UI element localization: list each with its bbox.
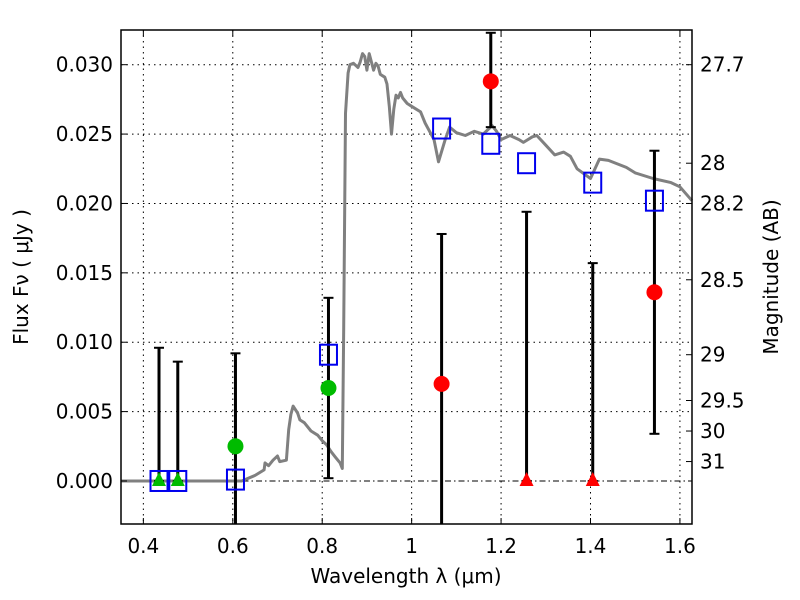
model-point-square <box>481 132 501 155</box>
optical-detections-point <box>320 380 337 397</box>
right-tick-label: 27.7 <box>700 53 745 77</box>
y-tick-label: 0.015 <box>56 261 113 285</box>
optical-detections-point <box>227 438 244 455</box>
nir-detections-point <box>433 375 450 392</box>
ticks-layer <box>121 30 692 524</box>
x-tick-label: 0.8 <box>306 534 338 558</box>
right-tick-label: 28 <box>700 151 725 175</box>
x-tick-label: 1.2 <box>485 534 517 558</box>
model-point-square <box>149 469 169 492</box>
y-tick-label: 0.005 <box>56 400 113 424</box>
nir-upper-limits-triangle <box>519 471 534 486</box>
nir-upper-limits-triangle <box>585 471 600 486</box>
right-tick-label: 28.5 <box>700 268 745 292</box>
markers-layer <box>149 73 664 492</box>
model-point-square <box>583 171 603 194</box>
optical-upper-limits-triangle <box>170 471 185 486</box>
right-tick-label: 31 <box>700 450 725 474</box>
nir-detections-point <box>646 284 663 301</box>
right-tick-label: 28.2 <box>700 191 745 215</box>
model-point-square <box>644 189 664 212</box>
right-tick-label: 29.5 <box>700 389 745 413</box>
y-tick-label: 0.010 <box>56 330 113 354</box>
model-point-square <box>318 343 338 366</box>
right-tick-label: 29 <box>700 343 725 367</box>
tick-labels-layer: 0.4 0.6 0.8 1 1.2 1.4 1.6 0.000 0.005 0.010 0.015 0… <box>56 53 745 558</box>
y-tick-label: 0.020 <box>56 191 113 215</box>
model-point-square <box>168 469 188 492</box>
y-axis-label: Flux Fν ( μJy ) <box>9 209 33 345</box>
model-point-square <box>225 468 245 491</box>
x-tick-label: 1.4 <box>575 534 607 558</box>
x-tick-label: 0.4 <box>127 534 159 558</box>
model-point-square <box>517 152 537 175</box>
plot-frame <box>120 29 693 525</box>
right-axis-label: Magnitude (AB) <box>759 199 783 354</box>
x-tick-label: 0.6 <box>217 534 249 558</box>
model-spectrum-line <box>121 52 694 483</box>
x-tick-label: 1.6 <box>664 534 696 558</box>
y-tick-label: 0.025 <box>56 122 113 146</box>
y-tick-label: 0.000 <box>56 469 113 493</box>
nir-detections-point <box>482 73 499 90</box>
optical-upper-limits-triangle <box>152 471 167 486</box>
x-axis-label: Wavelength λ (μm) <box>310 564 501 588</box>
model-spectrum-layer <box>121 52 694 483</box>
right-tick-label: 30 <box>700 419 725 443</box>
x-tick-label: 1 <box>405 534 418 558</box>
y-tick-label: 0.030 <box>56 53 113 77</box>
model-point-square <box>432 117 452 140</box>
